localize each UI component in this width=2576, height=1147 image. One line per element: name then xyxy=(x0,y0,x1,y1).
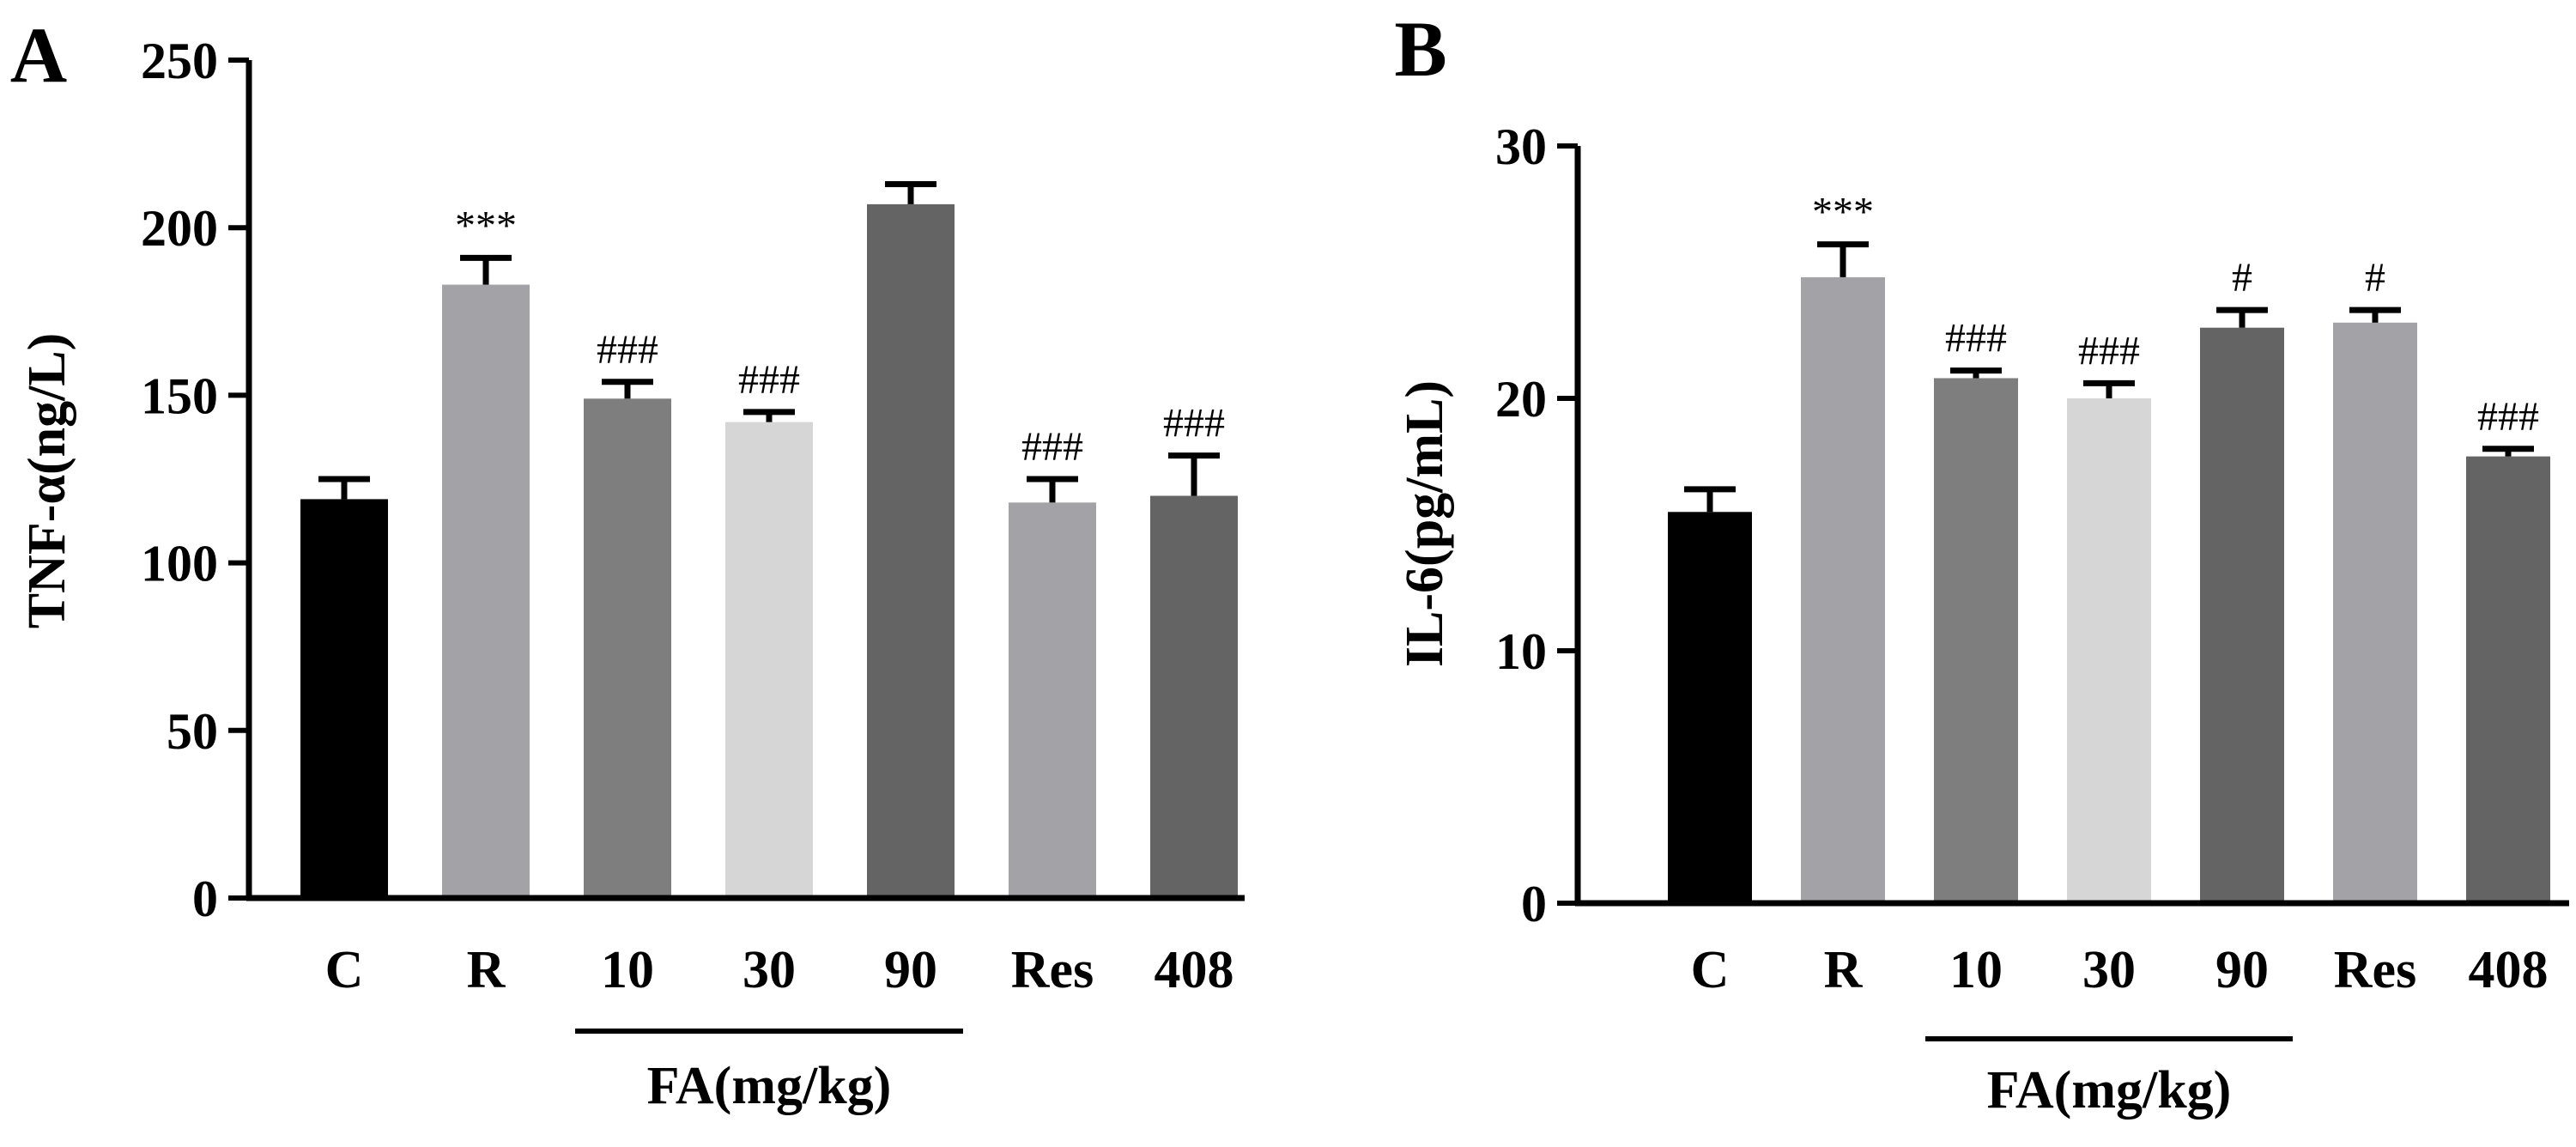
bar-90 xyxy=(2200,327,2284,903)
bar-30 xyxy=(2067,398,2151,903)
bar-C xyxy=(300,499,388,898)
significance-marker-Res: ### xyxy=(1021,424,1083,470)
y-tick-label: 0 xyxy=(192,871,218,927)
panel-b-il6-chart: B IL-6(pg/mL) C *** R ### 10 ### 30 #90 # Res ### 408… xyxy=(1394,5,2569,1120)
panel-label: B xyxy=(1394,5,1446,93)
significance-marker-R: *** xyxy=(455,203,517,248)
significance-marker-408: ### xyxy=(2477,394,2539,440)
y-tick-label: 200 xyxy=(141,200,218,257)
significance-marker-10: ### xyxy=(597,327,658,373)
bar-C xyxy=(1668,512,1752,903)
y-tick-label: 250 xyxy=(141,33,218,89)
significance-marker-Res: # xyxy=(2365,255,2385,300)
y-tick-label: 10 xyxy=(1495,623,1547,680)
bar-30 xyxy=(725,422,813,899)
x-tick-label-408: 408 xyxy=(2469,941,2549,999)
x-tick-label-408: 408 xyxy=(1155,941,1234,999)
y-axis-label: TNF-α(ng/L) xyxy=(18,333,76,629)
y-tick-label: 30 xyxy=(1495,118,1547,175)
x-tick-label-R: R xyxy=(467,941,506,999)
significance-marker-90: # xyxy=(2232,255,2252,300)
bar-10 xyxy=(1934,378,2018,904)
y-tick-label: 150 xyxy=(141,367,218,424)
significance-marker-30: ### xyxy=(2078,328,2140,373)
x-tick-label-10: 10 xyxy=(1949,941,2003,999)
bar-Res xyxy=(2333,322,2417,903)
bar-R xyxy=(442,284,530,898)
panel-a-tnf-alpha-chart: A TNF-α(ng/L) C *** R ### 10 ### 30 90 ### Res ### 40… xyxy=(10,11,1245,1115)
x-tick-label-90: 90 xyxy=(2215,941,2269,999)
bar-408 xyxy=(2466,456,2550,903)
bar-Res xyxy=(1009,502,1096,898)
y-tick-label: 20 xyxy=(1495,371,1547,428)
y-tick-label: 50 xyxy=(167,703,218,760)
x-tick-label-C: C xyxy=(1691,941,1730,999)
bar-408 xyxy=(1150,495,1238,898)
significance-marker-30: ### xyxy=(738,357,800,403)
significance-marker-R: *** xyxy=(1812,190,1874,235)
x-tick-label-30: 30 xyxy=(742,941,796,999)
x-tick-label-C: C xyxy=(325,941,364,999)
panel-label: A xyxy=(10,11,67,99)
significance-marker-408: ### xyxy=(1163,401,1225,446)
group-label: FA(mg/kg) xyxy=(647,1057,892,1115)
bar-90 xyxy=(867,203,955,898)
significance-marker-10: ### xyxy=(1945,316,2007,361)
x-tick-label-Res: Res xyxy=(2334,941,2416,999)
group-label: FA(mg/kg) xyxy=(1987,1061,2232,1120)
x-tick-label-R: R xyxy=(1824,941,1864,999)
x-tick-label-10: 10 xyxy=(601,941,654,999)
y-tick-label: 0 xyxy=(1521,876,1547,932)
y-axis-label: IL-6(pg/mL) xyxy=(1396,380,1454,667)
y-tick-label: 100 xyxy=(141,536,218,592)
bar-10 xyxy=(584,398,671,899)
x-tick-label-Res: Res xyxy=(1011,941,1094,999)
bar-R xyxy=(1801,276,1885,903)
x-tick-label-30: 30 xyxy=(2082,941,2136,999)
x-tick-label-90: 90 xyxy=(884,941,937,999)
